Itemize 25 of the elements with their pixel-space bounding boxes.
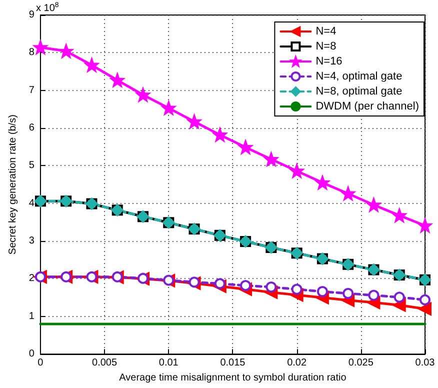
y-tick-label: 2 (28, 273, 35, 284)
x-tick-label: 0 (38, 358, 44, 369)
x-axis-title: Average time misalignment to symbol duration ratio (119, 372, 347, 384)
y-tick-label: 6 (28, 122, 35, 134)
x-tick-label: 0.025 (348, 358, 374, 369)
y-axis-title: Secret key generation rate (b/s) (8, 114, 18, 255)
y-tick-label: 1 (28, 310, 35, 322)
x-tick-label: 0.01 (158, 358, 179, 369)
y-tick-label: 0 (28, 348, 35, 360)
y-tick-label: 3 (28, 236, 35, 247)
x-tick-label: 0.015 (220, 358, 246, 369)
y-tick-label: 4 (28, 198, 35, 209)
x-tick-label: 0.03 (415, 358, 436, 369)
x-tick-label: 0.02 (287, 358, 307, 369)
legend-label: N=8 (316, 40, 336, 52)
legend-label: N=4 (316, 26, 336, 38)
y-tick-label: 7 (28, 84, 35, 96)
legend-label: N=16 (316, 56, 342, 68)
y-tick-label: 8 (28, 47, 35, 58)
x-tick-label: 0.005 (92, 358, 118, 369)
y-tick-label: 5 (28, 160, 35, 172)
legend-label: N=4, optimal gate (316, 70, 402, 82)
legend-label: N=8, optimal gate (316, 86, 402, 98)
y-tick-label: 9 (28, 10, 35, 20)
legend-label: DWDM (per channel) (316, 100, 420, 112)
